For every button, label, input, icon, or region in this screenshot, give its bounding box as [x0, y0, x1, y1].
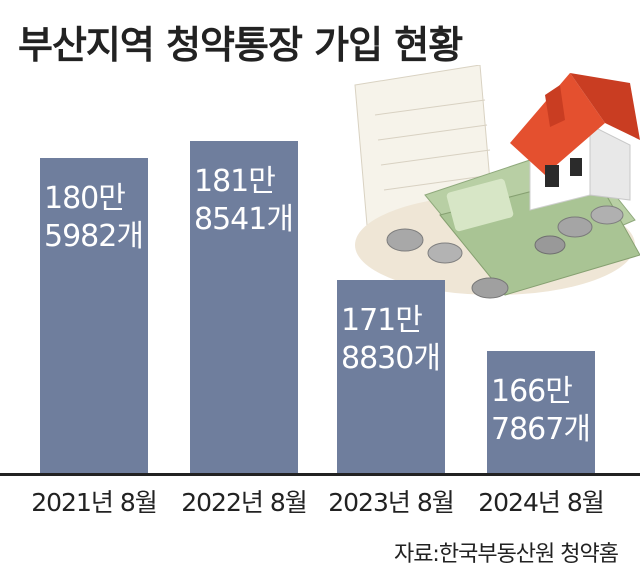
bar-1 — [40, 158, 148, 473]
bar-4 — [487, 351, 595, 473]
bar-value-label-line: 166만 — [491, 374, 573, 409]
x-tick-label-1: 2021년 8월 — [31, 488, 157, 517]
bar-value-label-4: 166만 7867개 — [491, 373, 591, 449]
bar-value-label-line: 8541개 — [194, 202, 294, 237]
chart-title: 부산지역 청약통장 가입 현황 — [18, 23, 463, 67]
house-on-banknotes-and-coins-icon — [345, 65, 640, 305]
bar-value-label-3: 171만 8830개 — [341, 302, 441, 378]
x-tick-label-3: 2023년 8월 — [328, 488, 454, 517]
bar-value-label-line: 181만 — [194, 164, 276, 199]
bar-2 — [190, 141, 298, 473]
bar-value-label-1: 180만 5982개 — [44, 180, 144, 256]
bar-value-label-line: 180만 — [44, 181, 126, 216]
bar-3 — [337, 280, 445, 473]
x-tick-label-4: 2024년 8월 — [478, 488, 604, 517]
bar-value-label-line: 5982개 — [44, 219, 144, 254]
bar-value-label-line: 8830개 — [341, 341, 441, 376]
x-tick-label-2: 2022년 8월 — [181, 488, 307, 517]
x-axis-line — [0, 473, 640, 476]
bar-value-label-2: 181만 8541개 — [194, 163, 294, 239]
bar-value-label-line: 7867개 — [491, 412, 591, 447]
source-note: 자료:한국부동산원 청약홈 — [393, 542, 619, 567]
bar-value-label-line: 171만 — [341, 303, 423, 338]
